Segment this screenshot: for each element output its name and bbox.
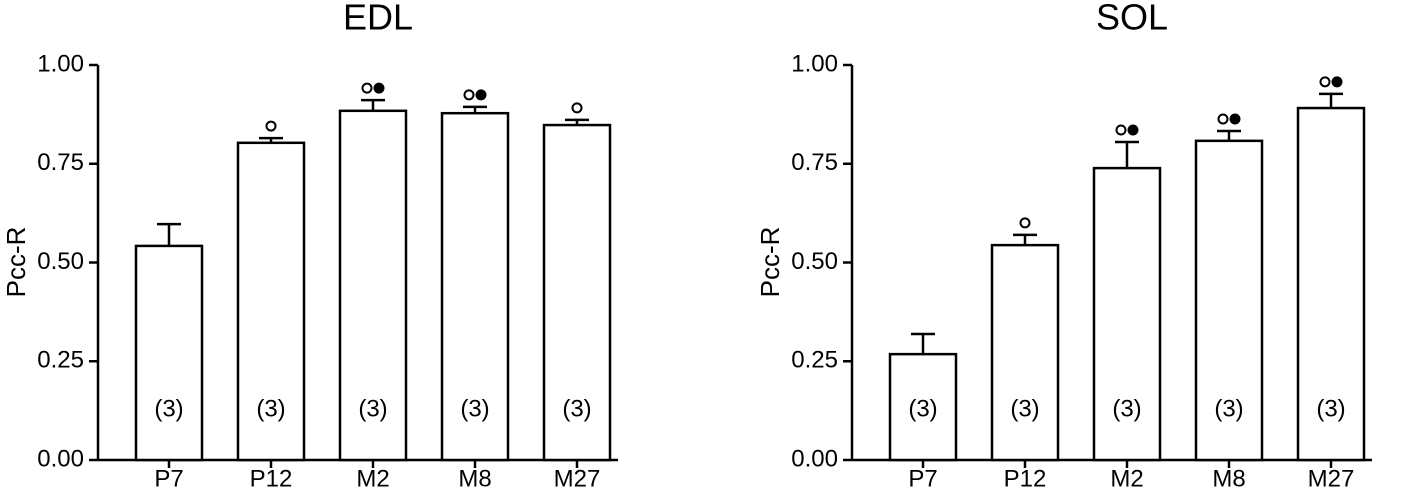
n-label: (3)	[1112, 395, 1141, 422]
y-tick-label: 0.50	[37, 248, 84, 275]
bar	[134, 244, 204, 462]
x-tick-label: P7	[154, 465, 183, 490]
n-label: (3)	[908, 395, 937, 422]
x-tick-label: M8	[458, 465, 491, 490]
bar	[1296, 106, 1366, 462]
bar	[1092, 166, 1162, 462]
x-tick-label: P12	[250, 465, 293, 490]
significance-marker	[475, 89, 487, 101]
y-tick-label: 0.00	[791, 445, 838, 472]
y-axis-label: Pcc-R	[1, 227, 31, 298]
significance-marker	[1319, 76, 1331, 88]
significance-marker	[1229, 113, 1241, 125]
significance-marker	[1127, 124, 1139, 136]
bar	[1194, 139, 1264, 462]
y-tick-label: 0.00	[37, 445, 84, 472]
y-tick-label: 1.00	[791, 50, 838, 77]
x-tick-label: M27	[554, 465, 601, 490]
y-tick-label: 0.25	[37, 347, 84, 374]
bar	[338, 109, 408, 462]
x-tick-label: M2	[356, 465, 389, 490]
n-label: (3)	[256, 395, 285, 422]
significance-marker	[1019, 217, 1031, 229]
significance-marker	[1217, 113, 1229, 125]
n-label: (3)	[1010, 395, 1039, 422]
chart-title: EDL	[343, 0, 413, 38]
n-label: (3)	[358, 395, 387, 422]
n-label: (3)	[1316, 395, 1345, 422]
bar	[542, 123, 612, 462]
significance-marker	[361, 82, 373, 94]
y-tick-label: 0.75	[37, 149, 84, 176]
significance-marker	[373, 82, 385, 94]
n-label: (3)	[154, 395, 183, 422]
n-label: (3)	[1214, 395, 1243, 422]
x-tick-label: M8	[1212, 465, 1245, 490]
n-label: (3)	[562, 395, 591, 422]
n-label: (3)	[460, 395, 489, 422]
x-tick-label: M2	[1110, 465, 1143, 490]
y-axis-label: Pcc-R	[755, 227, 785, 298]
bar	[440, 111, 510, 462]
y-tick-label: 0.25	[791, 347, 838, 374]
bar	[990, 243, 1060, 462]
y-tick-label: 1.00	[37, 50, 84, 77]
bar	[236, 141, 306, 462]
bar	[888, 352, 958, 462]
x-tick-label: M27	[1308, 465, 1355, 490]
significance-marker	[265, 120, 277, 132]
x-tick-label: P7	[908, 465, 937, 490]
significance-marker	[1331, 76, 1343, 88]
significance-marker	[571, 102, 583, 114]
x-tick-label: P12	[1004, 465, 1047, 490]
significance-marker	[1115, 124, 1127, 136]
chart-title: SOL	[1096, 0, 1168, 38]
y-tick-label: 0.75	[791, 149, 838, 176]
y-tick-label: 0.50	[791, 248, 838, 275]
significance-marker	[463, 89, 475, 101]
